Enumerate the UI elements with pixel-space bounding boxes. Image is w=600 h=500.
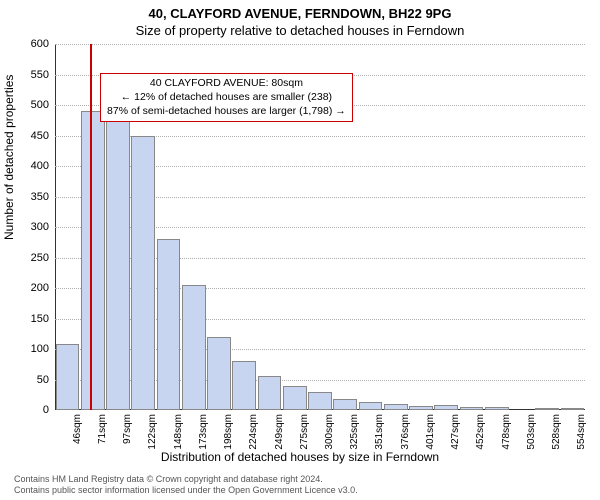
histogram-bar (308, 392, 332, 410)
y-tick-label: 550 (19, 69, 49, 81)
x-tick-label: 427sqm (450, 414, 461, 450)
histogram-bar (207, 337, 231, 410)
x-tick-label: 300sqm (324, 414, 335, 450)
x-tick-label: 351sqm (374, 414, 385, 450)
x-tick-label: 478sqm (501, 414, 512, 450)
histogram-bar (485, 407, 509, 410)
chart-title-line1: 40, CLAYFORD AVENUE, FERNDOWN, BH22 9PG (0, 6, 600, 21)
y-tick-label: 200 (19, 282, 49, 294)
x-tick-label: 97sqm (122, 414, 133, 444)
x-tick-label: 173sqm (198, 414, 209, 450)
x-tick-label: 325sqm (349, 414, 360, 450)
y-tick-label: 300 (19, 221, 49, 233)
x-tick-label: 554sqm (576, 414, 587, 450)
histogram-bar (283, 386, 307, 410)
y-tick-label: 150 (19, 313, 49, 325)
histogram-bar (333, 399, 357, 410)
histogram-bar (56, 344, 80, 410)
annotation-line-3: 87% of semi-detached houses are larger (… (107, 105, 346, 119)
x-tick-label: 503sqm (526, 414, 537, 450)
x-tick-label: 528sqm (551, 414, 562, 450)
y-tick-label: 600 (19, 38, 49, 50)
y-tick-label: 0 (19, 404, 49, 416)
y-tick-label: 350 (19, 191, 49, 203)
annotation-box: 40 CLAYFORD AVENUE: 80sqm← 12% of detach… (100, 73, 353, 122)
x-tick-label: 198sqm (223, 414, 234, 450)
annotation-line-2: ← 12% of detached houses are smaller (23… (107, 91, 346, 105)
chart-container: 40, CLAYFORD AVENUE, FERNDOWN, BH22 9PG … (0, 0, 600, 500)
x-tick-label: 275sqm (299, 414, 310, 450)
x-tick-label: 224sqm (248, 414, 259, 450)
x-tick-label: 46sqm (72, 414, 83, 444)
histogram-bar (460, 407, 484, 410)
grid-line (55, 44, 585, 45)
histogram-bar (434, 405, 458, 410)
chart-title-line2: Size of property relative to detached ho… (0, 23, 600, 38)
x-tick-label: 122sqm (147, 414, 158, 450)
annotation-line-1: 40 CLAYFORD AVENUE: 80sqm (107, 77, 346, 91)
histogram-bar (81, 111, 105, 410)
x-tick-label: 249sqm (274, 414, 285, 450)
y-tick-label: 500 (19, 99, 49, 111)
x-tick-label: 401sqm (425, 414, 436, 450)
histogram-bar (359, 402, 383, 410)
x-tick-label: 71sqm (97, 414, 108, 444)
y-tick-label: 400 (19, 160, 49, 172)
histogram-bar (106, 114, 130, 410)
copyright-text: Contains HM Land Registry data © Crown c… (14, 474, 358, 496)
histogram-bar (232, 361, 256, 410)
histogram-bar (131, 136, 155, 411)
x-axis-label: Distribution of detached houses by size … (0, 450, 600, 464)
reference-line (90, 44, 92, 410)
histogram-bar (258, 376, 282, 410)
histogram-bar (157, 239, 181, 410)
x-tick-label: 452sqm (475, 414, 486, 450)
histogram-bar (535, 408, 559, 410)
y-tick-label: 50 (19, 374, 49, 386)
histogram-bar (182, 285, 206, 410)
y-tick-label: 100 (19, 343, 49, 355)
copyright-line1: Contains HM Land Registry data © Crown c… (14, 474, 323, 484)
x-tick-label: 376sqm (400, 414, 411, 450)
histogram-bar (561, 408, 585, 410)
x-tick-label: 148sqm (173, 414, 184, 450)
y-axis-label: Number of detached properties (2, 75, 16, 240)
histogram-bar (409, 406, 433, 410)
plot-area: 05010015020025030035040045050055060046sq… (55, 44, 585, 410)
y-tick-label: 450 (19, 130, 49, 142)
y-tick-label: 250 (19, 252, 49, 264)
histogram-bar (384, 404, 408, 410)
copyright-line2: Contains public sector information licen… (14, 485, 358, 495)
